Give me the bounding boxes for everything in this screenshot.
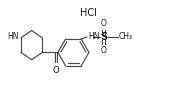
Text: HN: HN xyxy=(88,32,100,42)
Text: O: O xyxy=(101,19,106,28)
Text: O: O xyxy=(53,66,59,75)
Text: O: O xyxy=(101,46,106,55)
Text: HCl: HCl xyxy=(80,8,96,18)
Text: CH₃: CH₃ xyxy=(119,32,133,42)
Text: S: S xyxy=(100,32,107,42)
Text: HN: HN xyxy=(7,32,19,41)
